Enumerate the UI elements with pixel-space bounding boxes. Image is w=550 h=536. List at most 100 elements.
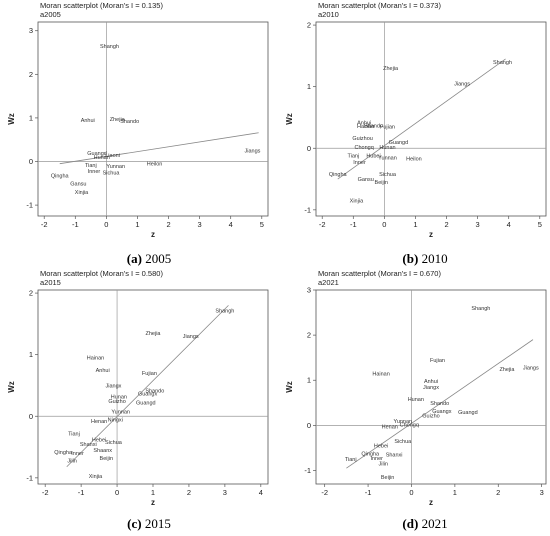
point-label: Henan — [91, 419, 107, 425]
point-label: Hebei — [374, 444, 388, 450]
x-tick-label: 4 — [259, 488, 263, 497]
y-axis-label: Wz — [7, 113, 16, 125]
point-label: Shangh — [215, 308, 234, 314]
point-label: Sichua — [103, 170, 121, 176]
x-tick-label: 1 — [151, 488, 155, 497]
point-label: Jilin — [67, 459, 76, 465]
point-label: Hainan — [372, 371, 389, 377]
point-label: Yunnan — [106, 164, 125, 170]
point-label: Hunan — [408, 397, 424, 403]
point-label: Jiangx — [423, 385, 439, 391]
plot-frame — [315, 21, 547, 217]
y-tick-label: 2 — [307, 331, 311, 340]
chart-subtitle: a2010 — [318, 10, 339, 19]
point-label: Zhejia — [499, 367, 515, 373]
point-label: Inner — [353, 160, 366, 166]
point-label: Anhui — [357, 120, 371, 126]
x-tick-label: 5 — [538, 220, 542, 229]
point-label: Anhui — [96, 368, 110, 374]
point-label: Anhui — [81, 118, 95, 124]
point-label: Ningxi — [108, 417, 123, 423]
x-tick-label: -1 — [350, 220, 357, 229]
point-label: Jiangs — [454, 82, 470, 88]
point-label: Henan — [382, 424, 398, 430]
point-label: Xinjia — [350, 199, 364, 205]
point-label: Inner — [370, 456, 383, 462]
point-label: Guangd — [389, 140, 409, 146]
point-label: Hainan — [357, 124, 374, 130]
chart-title: Moran scatterplot (Moran's I = 0.373) — [318, 1, 441, 10]
point-label: Hunan — [94, 155, 110, 161]
point-label: Zhejia — [383, 66, 399, 72]
point-label: Shangh — [100, 44, 119, 50]
x-tick-label: 2 — [166, 220, 170, 229]
y-tick-label: 1 — [307, 376, 311, 385]
regression-line — [337, 58, 506, 180]
x-tick-label: 1 — [413, 220, 417, 229]
point-label: Shangh — [471, 306, 490, 312]
point-label: Guizhou — [352, 136, 373, 142]
point-label: Yunnan — [111, 409, 130, 415]
chart-subtitle: a2005 — [40, 10, 61, 19]
point-label: Gansu — [358, 177, 374, 183]
point-label: Shaanx — [93, 448, 112, 454]
chart-panel-4: Moran scatterplot (Moran's I = 0.670)a20… — [285, 269, 547, 507]
chart-title: Moran scatterplot (Moran's I = 0.670) — [318, 269, 441, 278]
point-label: Guangd — [458, 410, 478, 416]
point-label: Xinjia — [75, 190, 89, 196]
caption-a: (a) 2005 — [126, 251, 172, 266]
point-label: Hunan — [379, 145, 395, 151]
point-label: Inner — [88, 169, 101, 175]
y-tick-label: -1 — [304, 466, 311, 475]
point-label: Guangd — [87, 151, 107, 157]
chart-title: Moran scatterplot (Moran's I = 0.580) — [40, 269, 163, 278]
x-tick-label: -1 — [78, 488, 85, 497]
caption-b: (b) 2010 — [402, 251, 448, 266]
point-label: Yunnan — [393, 419, 412, 425]
chart-title: Moran scatterplot (Moran's I = 0.135) — [40, 1, 163, 10]
x-axis-label: z — [151, 498, 155, 507]
point-label: Tianj — [345, 457, 357, 463]
point-label: Shando — [120, 119, 139, 125]
chart-subtitle: a2021 — [318, 278, 339, 287]
x-tick-label: 0 — [115, 488, 119, 497]
point-label: Qingha — [51, 173, 70, 179]
x-tick-label: 0 — [409, 488, 413, 497]
y-tick-label: -1 — [26, 473, 33, 482]
x-tick-label: 2 — [496, 488, 500, 497]
x-tick-label: 0 — [104, 220, 108, 229]
point-label: Hunan — [111, 395, 127, 401]
point-label: Hubei — [366, 154, 380, 160]
x-tick-label: 1 — [453, 488, 457, 497]
y-tick-label: 2 — [29, 289, 33, 298]
y-tick-label: -1 — [304, 205, 311, 214]
x-tick-label: 3 — [540, 488, 544, 497]
x-tick-label: -1 — [72, 220, 79, 229]
chart-panel-3: Moran scatterplot (Moran's I = 0.580)a20… — [7, 269, 269, 507]
point-label: Tianj — [85, 163, 97, 169]
y-tick-label: 2 — [29, 70, 33, 79]
point-label: Shangh — [493, 60, 512, 66]
x-tick-label: 3 — [198, 220, 202, 229]
point-label: Shando — [430, 401, 449, 407]
x-tick-label: -2 — [41, 220, 48, 229]
x-tick-label: 3 — [476, 220, 480, 229]
x-tick-label: 2 — [187, 488, 191, 497]
x-axis-label: z — [429, 230, 433, 239]
x-tick-label: 3 — [223, 488, 227, 497]
point-label: Beijin — [375, 180, 388, 186]
point-label: Jilin — [379, 462, 388, 468]
point-label: Inner — [71, 451, 84, 457]
point-label: Tianj — [68, 431, 80, 437]
y-axis-label: Wz — [7, 381, 16, 393]
point-label: Jiangs — [523, 366, 539, 372]
point-label: Xinjia — [89, 474, 103, 480]
point-label: Anhui — [424, 379, 438, 385]
point-label: Beijin — [100, 456, 113, 462]
point-label: Chongq — [400, 422, 419, 428]
regression-line — [346, 339, 534, 469]
point-label: Chongq — [355, 145, 374, 151]
point-label: Shando — [364, 123, 383, 129]
point-label: Jiangs — [183, 334, 199, 340]
